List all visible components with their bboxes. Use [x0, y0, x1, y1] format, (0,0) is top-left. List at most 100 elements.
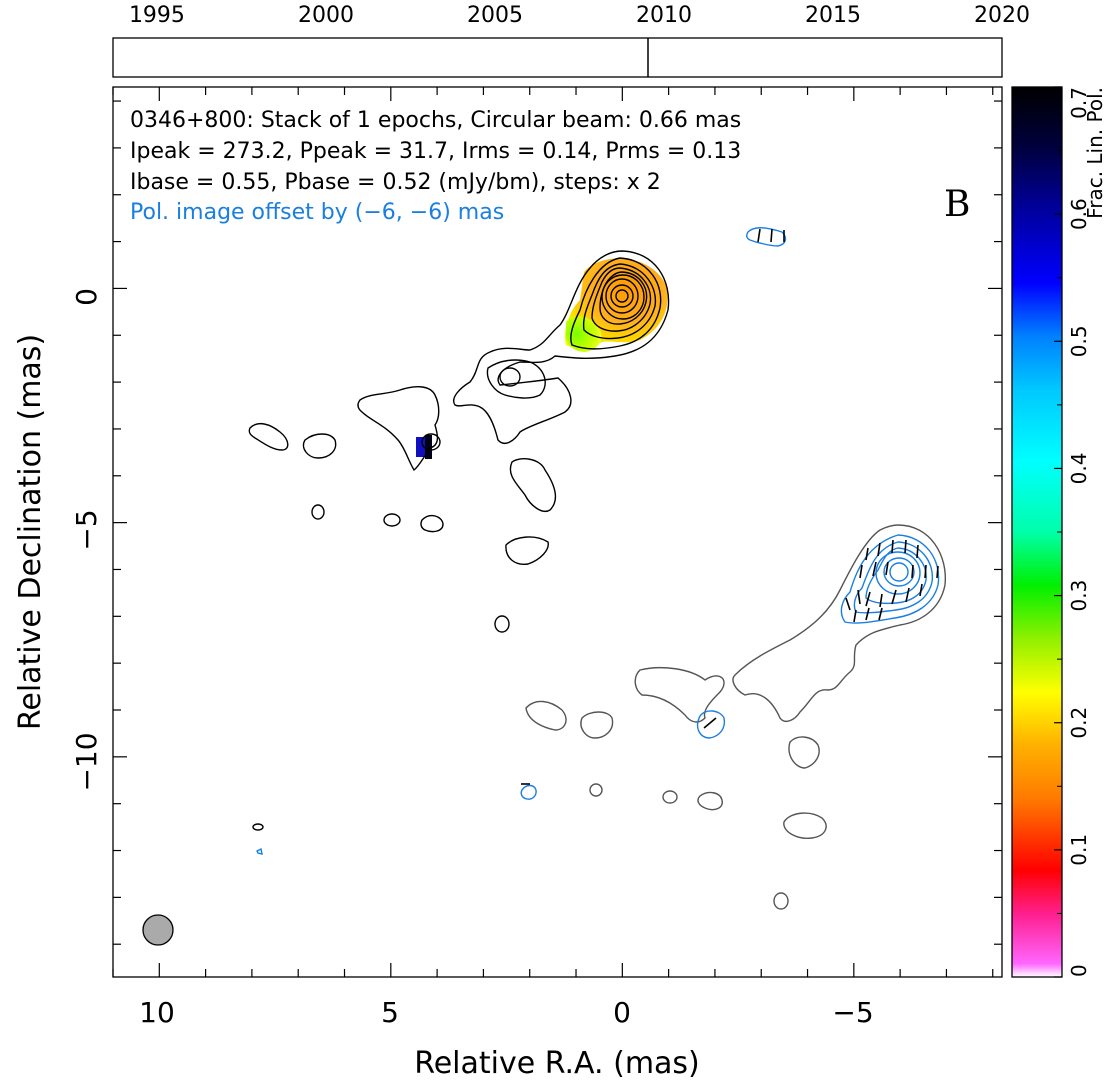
offset-blob-5 [662, 790, 678, 804]
polarized-intensity-contours [256, 227, 940, 855]
panel-letter: B [944, 184, 970, 225]
offset-blob-7 [783, 812, 827, 839]
evpa-tick [916, 544, 919, 559]
evpa-tick [845, 597, 851, 611]
evpa-tick [757, 228, 761, 243]
timeline-year-label: 2015 [805, 3, 861, 28]
blob-small-5 [494, 615, 510, 633]
pol-contour-6 [889, 562, 909, 582]
y-tick-label: −5 [70, 509, 103, 550]
pol-contour-top [746, 227, 787, 247]
timeline-box [112, 37, 1003, 78]
evpa-tick [857, 589, 861, 605]
pol-contour-tiny [256, 847, 263, 855]
contour-7 [605, 278, 639, 314]
offset-blob-1 [525, 700, 567, 731]
evpa-tick [865, 607, 870, 621]
colorbar-tick-label: 0.7 [1067, 87, 1091, 119]
pol-contour-3 [865, 547, 927, 605]
evpa-tick [885, 561, 889, 576]
contour-4 [591, 267, 652, 332]
blob-jet-1 [509, 458, 557, 512]
contour-5 [599, 271, 648, 325]
evpa-tick [865, 591, 871, 607]
info-line-3: Ibase = 0.55, Pbase = 0.52 (mJy/bm), ste… [130, 170, 661, 195]
offset-core-outer [732, 524, 946, 722]
plot-frame [112, 86, 1003, 978]
offset-blob-3 [788, 736, 820, 769]
blob-small-3 [420, 514, 444, 533]
colorbar: 0 0.1 0.2 0.3 0.4 0.5 0.6 0.7 Frac. Lin. Pol. [1011, 86, 1107, 978]
contour-9 [615, 289, 629, 303]
contour-2 [570, 257, 662, 350]
evpa-tick [865, 547, 869, 561]
colorbar-tick-label: 0 [1067, 964, 1091, 977]
pol-contour-1 [840, 534, 940, 624]
offset-lobe-mid [634, 667, 725, 723]
contour-3 [582, 263, 657, 340]
y-tick-label: 0 [70, 288, 103, 306]
offset-blob-2 [580, 711, 614, 739]
info-line-2: Ipeak = 273.2, Ppeak = 31.7, Irms = 0.14… [130, 139, 741, 164]
x-tick-label: −5 [832, 996, 873, 1029]
evpa-tick [891, 539, 894, 554]
x-tick-label: 5 [381, 996, 399, 1029]
evpa-tick [911, 564, 914, 579]
timeline-year-label: 2005 [467, 3, 523, 28]
evpa-tick [770, 228, 773, 243]
y-tick-label: −10 [70, 732, 103, 791]
colorbar-label: Frac. Lin. Pol. [1083, 87, 1107, 219]
evpa-tick [859, 564, 863, 579]
colorbar-tick-label: 0.6 [1067, 198, 1091, 230]
colorbar-tick-label: 0.2 [1067, 707, 1091, 739]
info-line-4: Pol. image offset by (−6, −6) mas [130, 200, 504, 225]
blob-small-1 [311, 504, 325, 520]
evpa-tick [878, 607, 883, 621]
offset-blob-8 [773, 892, 789, 910]
evpa-tick [904, 539, 907, 554]
contour-6 [601, 274, 645, 320]
evpa-tick [919, 583, 923, 597]
beam-ellipse [142, 914, 174, 946]
pol-contour-4 [875, 551, 921, 595]
colorbar-tick-label: 0.4 [1067, 453, 1091, 485]
epoch-timeline: 1995 2000 2005 2010 2015 2020 [112, 3, 1030, 78]
blob-small-4 [505, 536, 549, 565]
frac-pol-image [416, 258, 668, 459]
evpa-tick [872, 561, 877, 577]
pol-contour-5 [883, 557, 915, 587]
colorbar-ticks: 0 0.1 0.2 0.3 0.4 0.5 0.6 0.7 [1054, 86, 1091, 978]
y-axis-label: Relative Declination (mas) [13, 334, 48, 730]
total-intensity-contours [248, 250, 670, 831]
colorbar-tick-label: 0.5 [1067, 325, 1091, 357]
colorbar-gradient [1011, 86, 1063, 978]
offset-blob-4 [589, 783, 603, 797]
x-tick-label: 10 [139, 996, 175, 1029]
knot-region-contour [357, 386, 440, 472]
plot-axis-ticks [112, 87, 1002, 977]
knot-small-contour [421, 433, 441, 451]
knot-frac-pol-pixel-black [425, 435, 432, 459]
timeline-year-label: 2000 [298, 3, 354, 28]
pol-contour-small [520, 784, 537, 800]
evpa-tick [924, 564, 927, 579]
contour-outer [453, 250, 670, 444]
evpa-tick [879, 593, 883, 608]
evpa-tick [891, 589, 897, 605]
contour-8 [610, 284, 634, 308]
timeline-year-labels: 1995 2000 2005 2010 2015 2020 [129, 3, 1030, 28]
info-line-1: 0346+800: Stack of 1 epochs, Circular be… [130, 108, 741, 133]
pol-contour-mid [696, 710, 726, 739]
jet-frac-pol-pixels [566, 316, 602, 352]
evpa-tick [703, 717, 717, 729]
x-tick-label: 0 [613, 996, 631, 1029]
offset-intensity-contours [525, 524, 946, 910]
timeline-year-label: 2020 [974, 3, 1030, 28]
timeline-year-label: 1995 [129, 3, 185, 28]
evpa-tick [877, 542, 881, 557]
evpa-tick [936, 565, 939, 579]
jet-knot-contour [499, 367, 521, 387]
evpa-ticks [521, 228, 939, 785]
blob-lower-left [252, 823, 264, 831]
